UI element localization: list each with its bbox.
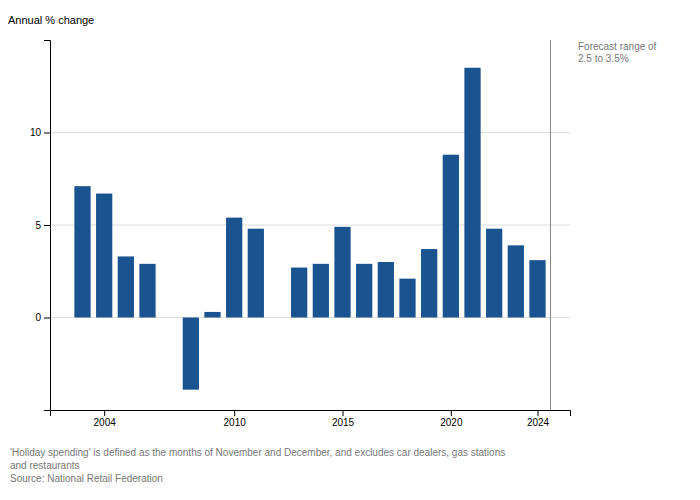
x-tick-mark — [234, 410, 235, 416]
x-tick-label: 2004 — [94, 417, 117, 428]
x-tick-label: 2024 — [527, 417, 550, 428]
y-tick-label: 5 — [35, 220, 41, 231]
bar — [291, 268, 307, 318]
bar — [399, 279, 415, 318]
y-axis-line — [44, 41, 51, 411]
y-tick-label: 0 — [35, 312, 41, 323]
footnote: 'Holiday spending' is defined as the mon… — [10, 447, 505, 458]
grid — [50, 133, 570, 318]
grid-line — [50, 132, 570, 133]
x-tick-mark — [538, 410, 539, 416]
bar — [139, 264, 155, 318]
footnote: Source: National Retail Federation — [10, 473, 163, 484]
x-tick: 2020 — [440, 410, 463, 428]
grid-line — [50, 225, 570, 226]
x-tick-label: 2020 — [440, 417, 463, 428]
y-tick-mark — [44, 225, 50, 226]
bar — [378, 262, 394, 318]
bar — [486, 229, 502, 318]
bar — [421, 249, 437, 317]
annotation: Forecast range of2.5 to 3.5% — [578, 41, 657, 64]
bar — [183, 318, 199, 390]
y-tick: 10 — [30, 127, 50, 138]
x-tick-mark — [104, 410, 105, 416]
y-tick: 0 — [35, 312, 50, 323]
bar — [529, 260, 545, 317]
footnote: and restaurants — [10, 460, 80, 471]
annotation-line — [550, 40, 551, 410]
y-tick: 5 — [35, 220, 50, 231]
x-tick-mark — [451, 410, 452, 416]
y-label: Annual % change — [8, 14, 94, 26]
x-tick: 2004 — [94, 410, 117, 428]
bar — [443, 155, 459, 318]
bar — [74, 186, 90, 317]
annotation-line-text: Forecast range of — [578, 41, 657, 52]
x-tick: 2010 — [224, 410, 247, 428]
x-tick-label: 2010 — [224, 417, 247, 428]
bar — [96, 194, 112, 318]
marks — [74, 40, 550, 410]
x-axis: 2004 2010 2015 2020 2024 — [51, 410, 571, 428]
annotation-line-text: 2.5 to 3.5% — [578, 53, 629, 64]
bar — [508, 245, 524, 317]
bar — [313, 264, 329, 318]
bar — [118, 256, 134, 317]
x-tick: 2024 — [527, 410, 550, 428]
y-tick-label: 10 — [30, 127, 42, 138]
bar — [464, 68, 480, 318]
y-tick-mark — [44, 133, 50, 134]
x-tick-label: 2015 — [332, 417, 355, 428]
bar — [226, 218, 242, 318]
y-tick-mark — [44, 318, 50, 319]
bar — [334, 227, 350, 318]
chart: 2004 2010 2015 2020 2024 0 5 10 Annual % change F… — [0, 0, 700, 500]
x-tick-mark — [343, 410, 344, 416]
bar — [248, 229, 264, 318]
y-axis: 0 5 10 — [30, 41, 51, 411]
plot: 2004 2010 2015 2020 2024 0 5 10 Annual % change F… — [8, 14, 657, 428]
x-axis-line — [51, 411, 571, 417]
x-tick: 2015 — [332, 410, 355, 428]
bar — [356, 264, 372, 318]
bar — [204, 312, 220, 318]
